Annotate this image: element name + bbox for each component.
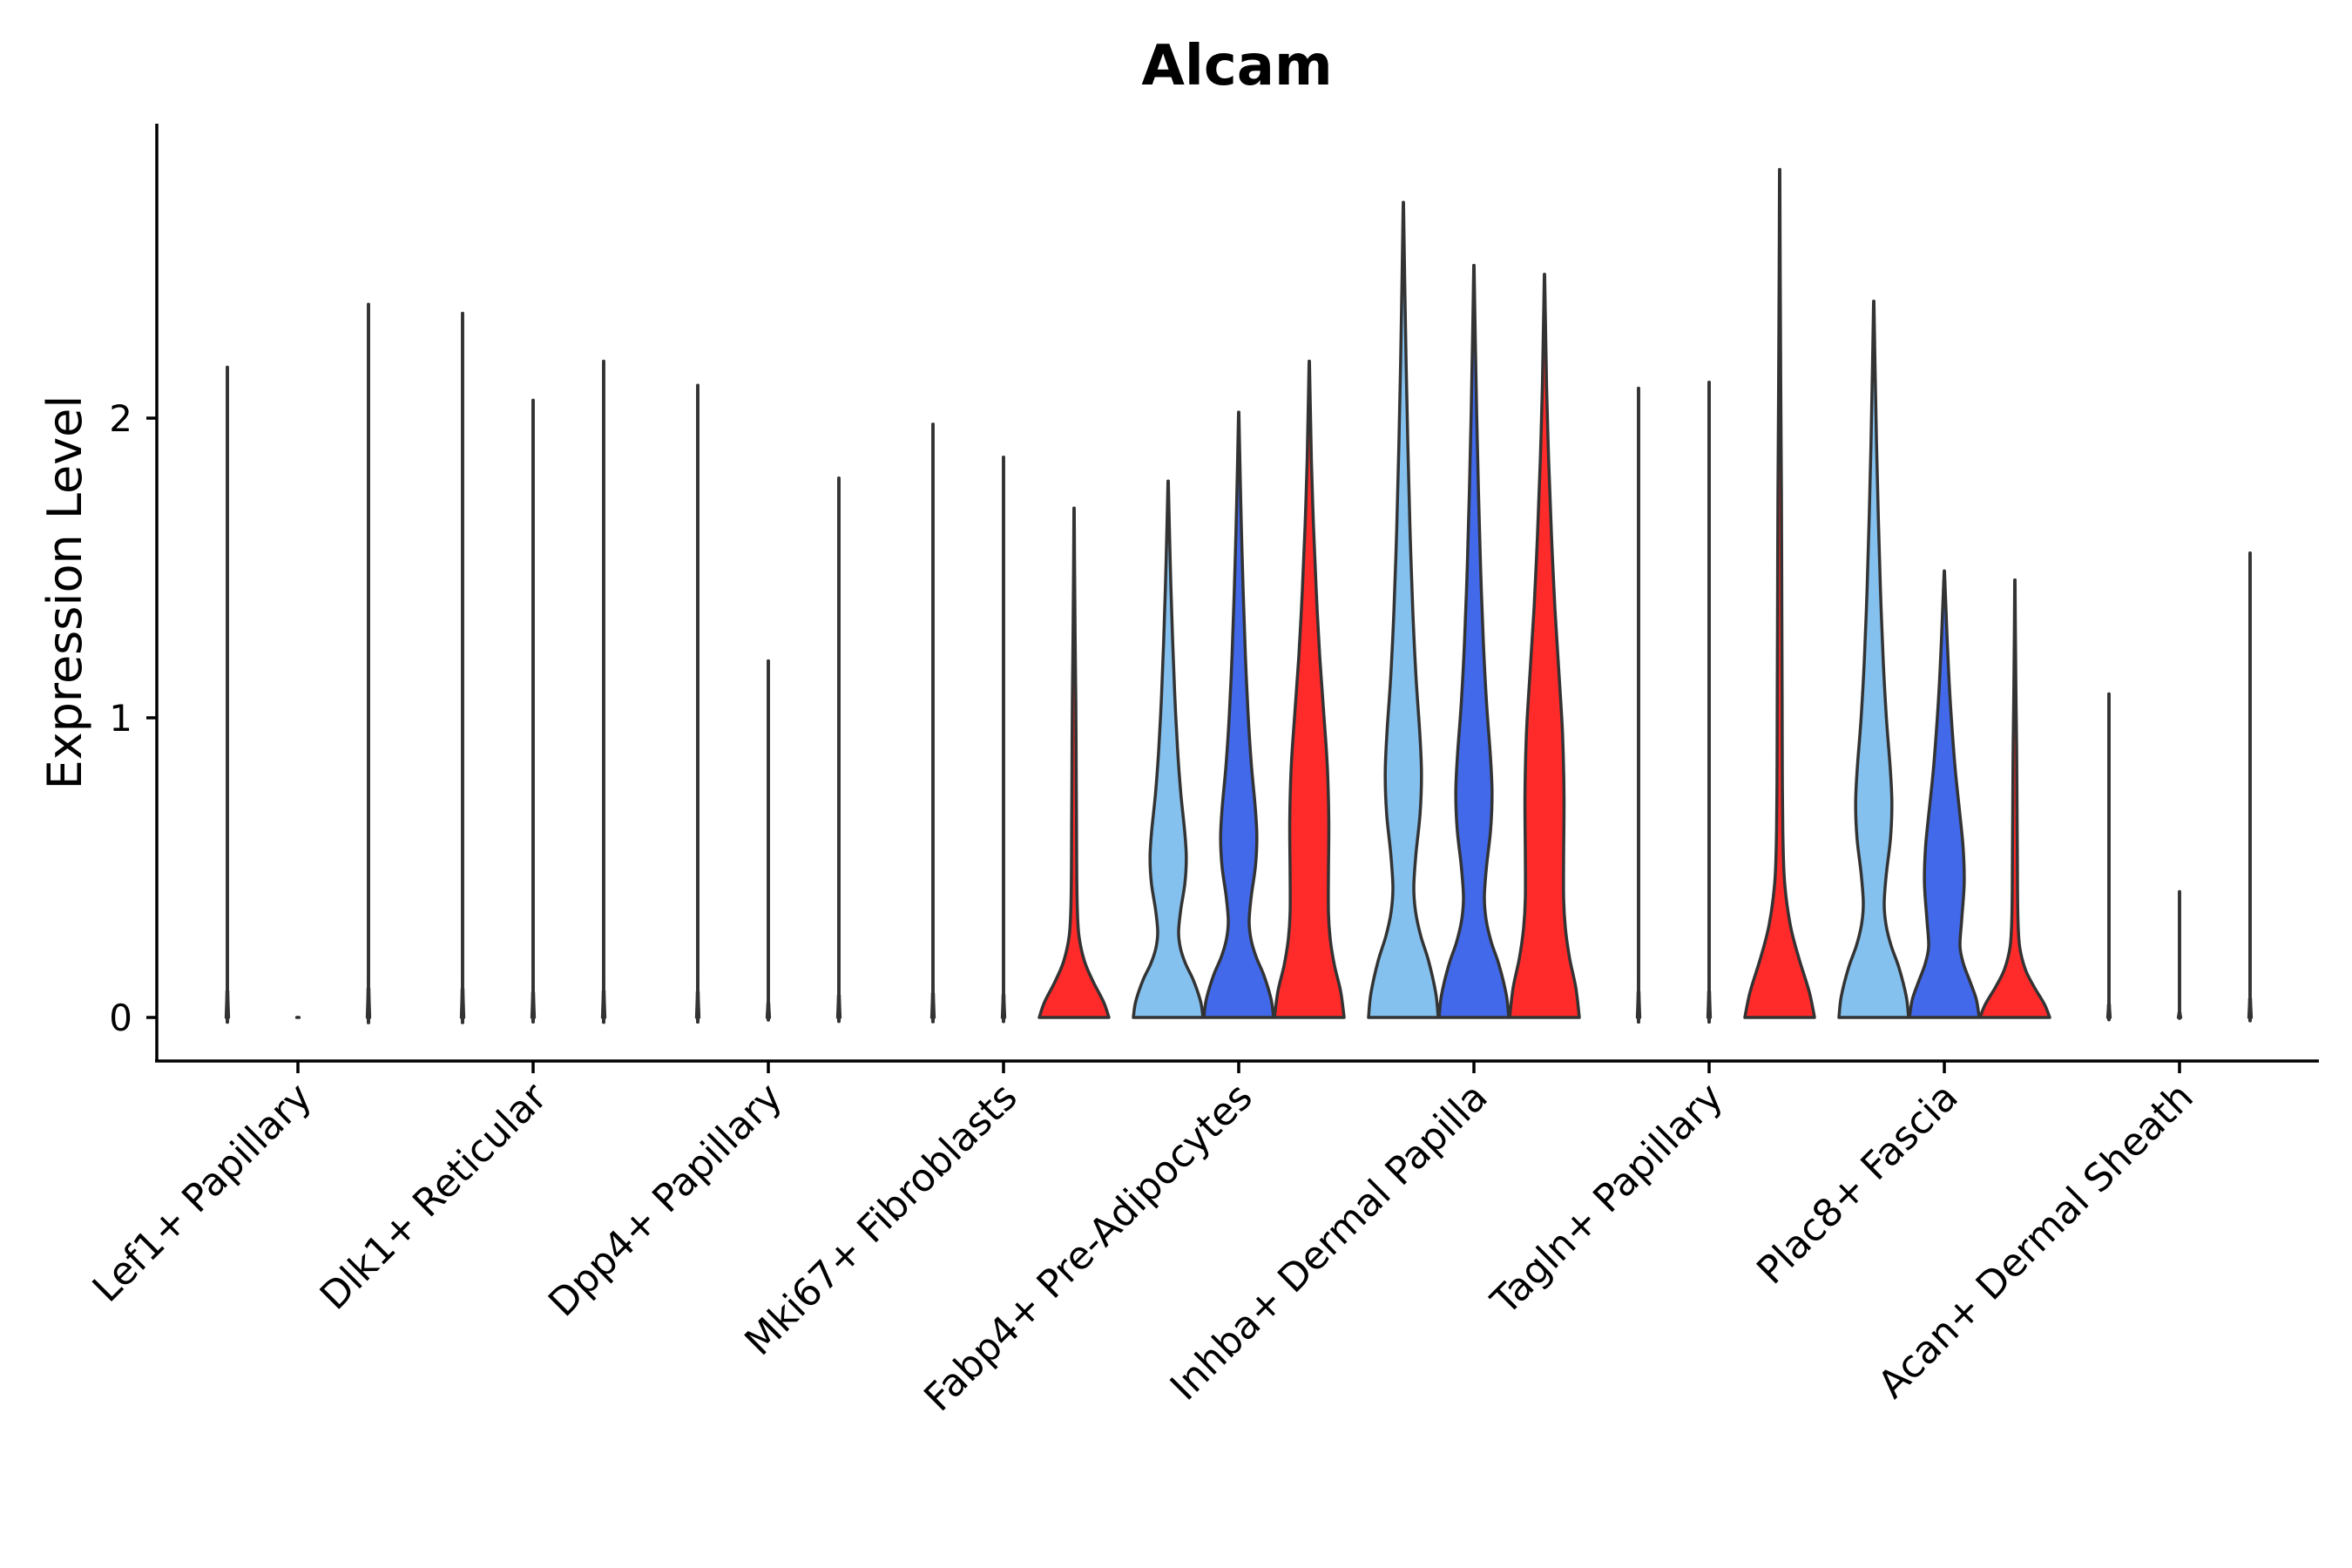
- violin-2: [365, 302, 372, 1024]
- chart-title: Alcam: [1141, 34, 1332, 98]
- violin-24: [2105, 692, 2112, 1022]
- y-tick-label-1: 1: [109, 697, 132, 740]
- violin-4: [530, 398, 537, 1024]
- x-tick-label-1: Dlk1+ Reticular: [312, 1074, 557, 1319]
- violins-layer: [224, 167, 2254, 1024]
- violin-11: [1037, 506, 1111, 1019]
- violin-22: [1908, 569, 1981, 1019]
- violin-8: [835, 476, 842, 1024]
- violin-25: [2176, 889, 2183, 1020]
- violin-23: [1978, 578, 2051, 1019]
- violin-7: [765, 659, 772, 1022]
- y-axis-label: Expression Level: [37, 395, 92, 790]
- x-tick-label-6: Tagln+ Papillary: [1483, 1075, 1732, 1324]
- x-tick-label-7: Plac8+ Fascia: [1748, 1075, 1967, 1294]
- violin-0: [224, 365, 231, 1024]
- violin-18: [1635, 386, 1642, 1024]
- violin-13: [1202, 410, 1275, 1019]
- y-tick-label-0: 0: [109, 997, 132, 1039]
- violin-21: [1837, 300, 1910, 1019]
- violin-14: [1273, 359, 1346, 1019]
- violin-6: [694, 383, 701, 1024]
- violin-15: [1367, 200, 1440, 1019]
- violin-12: [1132, 479, 1205, 1019]
- violin-9: [929, 422, 936, 1024]
- x-tick-label-2: Dpp4+ Papillary: [540, 1075, 791, 1326]
- x-tick-label-0: Lef1+ Papillary: [84, 1075, 321, 1311]
- violin-20: [1743, 167, 1816, 1019]
- y-ticks: 0 1 2: [109, 397, 157, 1039]
- y-tick-label-2: 2: [109, 397, 132, 440]
- violin-17: [1508, 273, 1581, 1019]
- violin-16: [1437, 263, 1511, 1019]
- violin-26: [2247, 551, 2254, 1023]
- violin-3: [459, 311, 466, 1024]
- violin-10: [1000, 455, 1007, 1024]
- violin-5: [600, 359, 607, 1024]
- violin-19: [1706, 380, 1713, 1024]
